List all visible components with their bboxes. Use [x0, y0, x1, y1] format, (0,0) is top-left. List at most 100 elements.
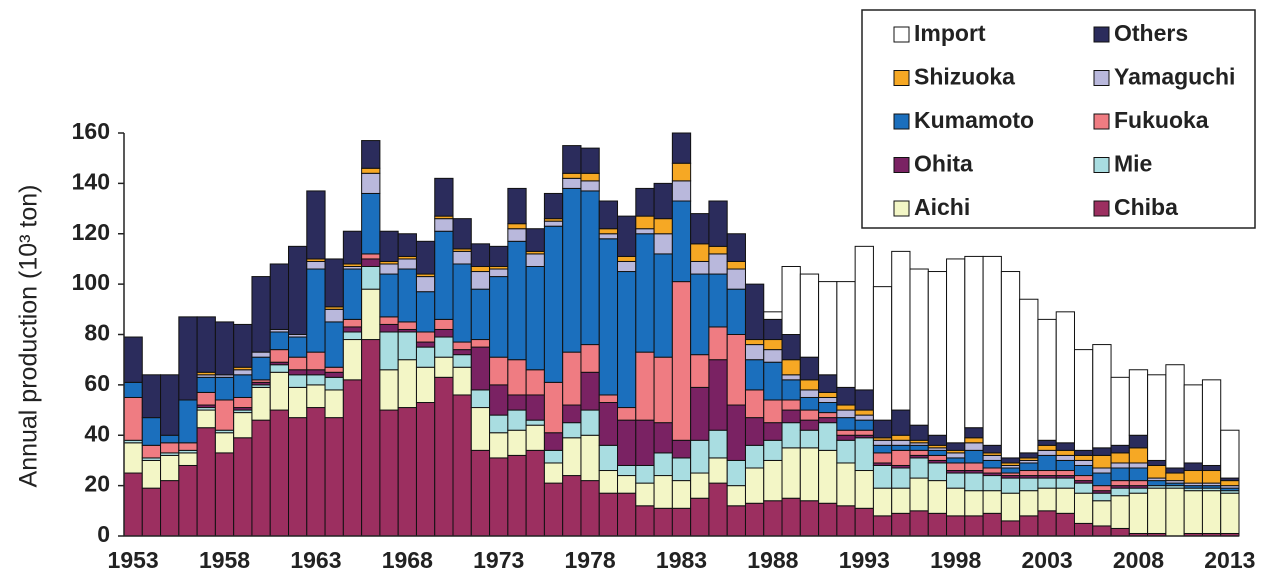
bar-segment: [872, 515, 893, 537]
bar-segment: [891, 439, 911, 446]
legend-label: Mie: [1114, 151, 1152, 177]
bar-segment: [763, 311, 783, 320]
bar-segment: [525, 419, 545, 426]
bar-segment: [617, 492, 637, 537]
bar-segment: [562, 177, 582, 189]
bar-segment: [818, 281, 838, 376]
bar-segment: [781, 265, 801, 335]
bar-segment: [836, 434, 856, 441]
bar-segment: [251, 419, 271, 537]
bar-segment: [543, 225, 564, 383]
bar-segment: [288, 386, 308, 419]
bar-segment: [543, 192, 564, 220]
bar-segment: [964, 437, 984, 444]
bar-segment: [1073, 475, 1094, 482]
bar-segment: [964, 255, 984, 429]
bar-segment: [178, 442, 198, 451]
bar-segment: [470, 288, 491, 341]
bar-segment: [1110, 480, 1130, 487]
bar-segment: [269, 349, 290, 363]
bar-segment: [324, 308, 344, 323]
bar-segment: [1110, 462, 1130, 469]
bar-segment: [342, 379, 363, 537]
bar-segment: [635, 228, 655, 235]
bar-segment: [1073, 522, 1094, 537]
bar-segment: [818, 449, 838, 504]
bar-segment: [1073, 459, 1094, 466]
bar-segment: [525, 369, 545, 396]
legend-swatch: [893, 113, 910, 130]
bar-segment: [507, 223, 527, 230]
bar-segment: [434, 177, 454, 217]
bar-segment: [781, 409, 801, 424]
bar-segment: [1165, 467, 1185, 474]
bar-segment: [580, 147, 600, 174]
bar-segment: [580, 172, 600, 182]
legend-label: Others: [1114, 20, 1188, 46]
y-tick-label: 160: [72, 118, 110, 144]
bar-segment: [982, 459, 1002, 469]
bar-segment: [836, 386, 856, 406]
bar-segment: [543, 220, 564, 227]
bar-segment: [872, 487, 893, 517]
bar-segment: [1000, 520, 1021, 537]
bar-segment: [1073, 482, 1094, 494]
bar-segment: [598, 200, 619, 230]
bar-segment: [525, 228, 545, 252]
bar-segment: [799, 356, 820, 381]
bar-segment: [196, 376, 216, 393]
bar-segment: [744, 283, 765, 341]
bar-segment: [141, 459, 162, 489]
bar-segment: [982, 255, 1002, 446]
x-tick-label: 1963: [290, 547, 341, 573]
bar-segment: [452, 354, 472, 368]
bar-segment: [1220, 480, 1240, 487]
bar-segment: [379, 409, 399, 537]
bar-segment: [543, 381, 564, 434]
bar-segment: [1128, 369, 1149, 436]
bar-segment: [836, 429, 856, 436]
bar-segment: [525, 394, 545, 421]
bar-segment: [690, 243, 710, 262]
bar-segment: [196, 316, 216, 373]
bar-segment: [1183, 490, 1203, 534]
bar-segment: [361, 288, 381, 341]
legend-swatch: [893, 70, 910, 86]
x-tick-label: 2008: [1113, 547, 1164, 573]
bar-segment: [744, 359, 765, 391]
bar-segment: [251, 276, 271, 353]
bar-segment: [1110, 487, 1130, 497]
bar-segment: [872, 444, 893, 454]
bar-segment: [379, 316, 399, 325]
bar-segment: [671, 480, 692, 509]
bar-segment: [489, 414, 509, 434]
bar-segment: [763, 399, 783, 424]
bar-segment: [708, 429, 728, 459]
bar-segment: [946, 457, 966, 464]
bar-segment: [598, 444, 619, 472]
bar-segment: [1055, 442, 1075, 451]
bar-segment: [452, 218, 472, 250]
bar-segment: [635, 419, 655, 466]
bar-segment: [379, 273, 399, 318]
bar-segment: [982, 454, 1002, 461]
bar-segment: [489, 356, 509, 386]
bar-segment: [946, 472, 966, 489]
bar-segment: [178, 464, 198, 537]
bar-segment: [1128, 467, 1149, 482]
bar-segment: [196, 391, 216, 406]
bar-segment: [1037, 318, 1057, 441]
bar-segment: [415, 291, 436, 333]
x-tick-label: 1978: [565, 547, 616, 573]
bar-segment: [708, 359, 728, 431]
bar-segment: [836, 505, 856, 537]
bar-segment: [854, 507, 874, 537]
bar-segment: [306, 268, 326, 353]
legend-label: Kumamoto: [914, 107, 1034, 133]
bar-segment: [799, 429, 820, 449]
bar-segment: [946, 452, 966, 459]
bar-segment: [708, 457, 728, 484]
bar-segment: [1092, 492, 1112, 502]
bar-segment: [141, 417, 162, 446]
bar-segment: [160, 374, 180, 436]
